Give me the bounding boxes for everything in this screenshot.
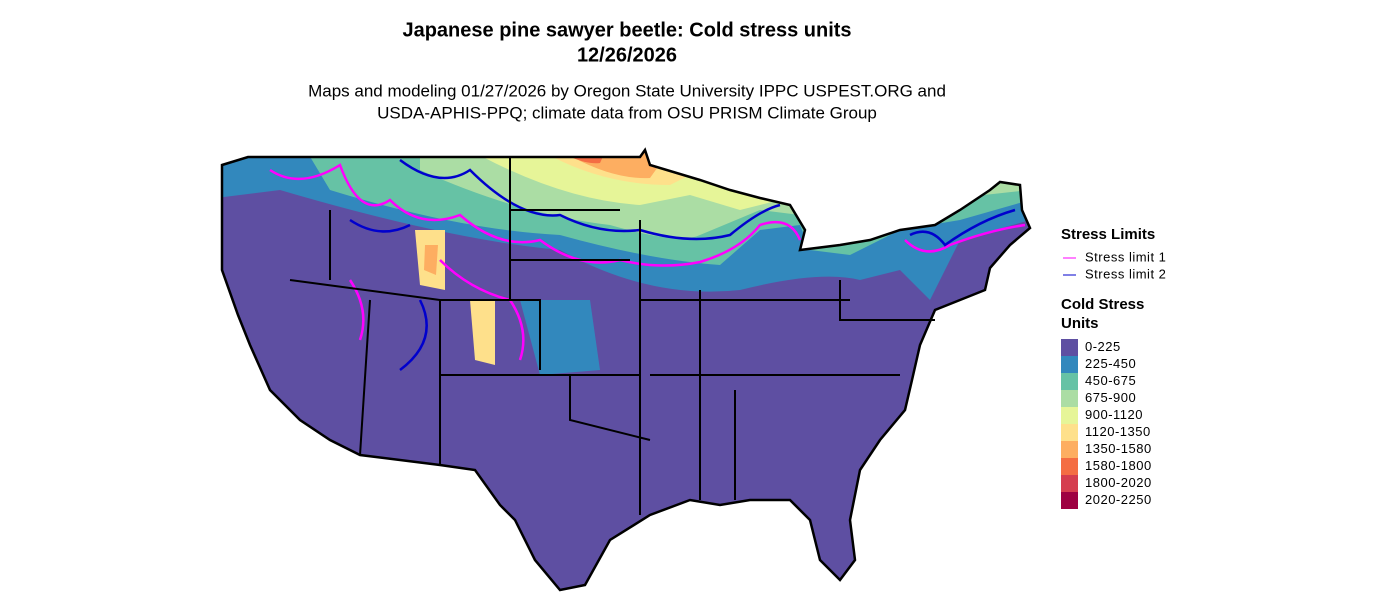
legend-label: 1120-1350 <box>1085 424 1151 439</box>
legend-swatch <box>1061 390 1078 407</box>
legend-label: 675-900 <box>1085 390 1136 405</box>
legend-label: 225-450 <box>1085 356 1136 371</box>
legend-label: 2020-2250 <box>1085 492 1152 507</box>
legend-label: 0-225 <box>1085 339 1121 354</box>
title: Japanese pine sawyer beetle: Cold stress… <box>402 19 851 41</box>
subtitle: Maps and modeling 01/27/2026 by Oregon S… <box>308 81 946 100</box>
legend-swatch <box>1061 407 1078 424</box>
legend-title: Stress Limits <box>1061 226 1155 243</box>
legend-title-line: Cold Stress <box>1061 296 1144 313</box>
stress-limit-lines <box>269 158 1026 371</box>
legend-title-line: Units <box>1061 315 1099 332</box>
legend-swatch <box>1061 492 1078 509</box>
legend-swatch <box>1061 441 1078 458</box>
legend-label: 900-1120 <box>1085 407 1143 422</box>
legend-swatch <box>1061 373 1078 390</box>
title-date: 12/26/2026 <box>577 44 677 66</box>
legend-label: 450-675 <box>1085 373 1136 388</box>
map-region <box>415 150 700 365</box>
state-borders <box>289 157 935 515</box>
legend-label: 1350-1580 <box>1085 441 1152 456</box>
legend-title: Cold Stress Units <box>1061 296 1144 332</box>
legend-swatch <box>1061 475 1078 492</box>
map-region <box>424 150 670 275</box>
legend-swatch <box>1061 356 1078 373</box>
legend-swatch <box>1061 458 1078 475</box>
stress-limit-line <box>349 158 1016 371</box>
legend-label: 1800-2020 <box>1085 475 1152 490</box>
subtitle: USDA-APHIS-PPQ; climate data from OSU PR… <box>377 103 877 122</box>
legend-label: Stress limit 1 <box>1085 249 1166 264</box>
legend-swatch <box>1061 339 1078 356</box>
stress-limit-line <box>269 163 1026 361</box>
legend-label: Stress limit 2 <box>1085 266 1166 281</box>
map <box>222 150 1030 590</box>
legend-label: 1580-1800 <box>1085 458 1152 473</box>
legend-swatch <box>1061 424 1078 441</box>
